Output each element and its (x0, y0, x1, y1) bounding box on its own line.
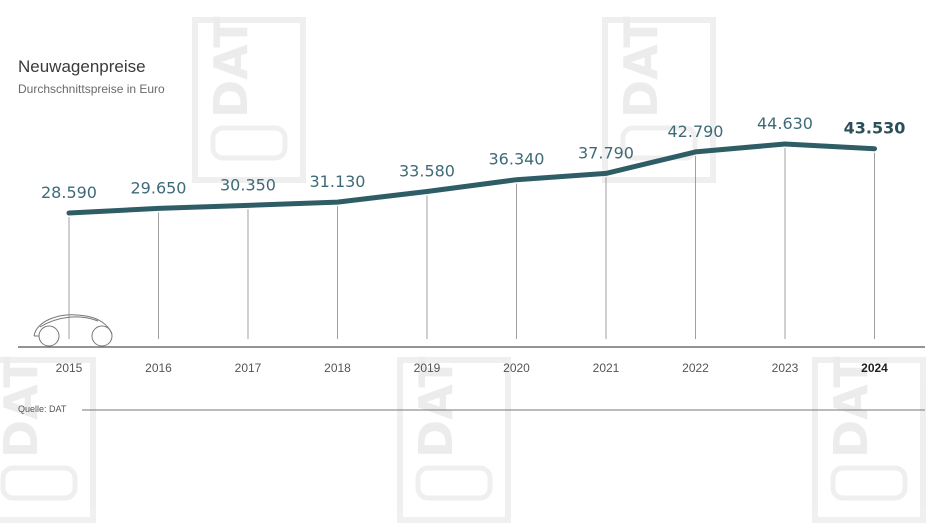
x-tick-2020: 2020 (503, 361, 530, 375)
data-label-2017: 30.350 (220, 175, 276, 194)
source-note: Quelle: DAT (18, 404, 67, 414)
data-label-2022: 42.790 (668, 122, 724, 141)
x-tick-2021: 2021 (593, 361, 620, 375)
data-label-2016: 29.650 (131, 178, 187, 197)
watermark-text: DAT (614, 16, 668, 118)
data-label-2024: 43.530 (844, 119, 906, 138)
x-tick-2022: 2022 (682, 361, 709, 375)
data-label-2019: 33.580 (399, 162, 455, 181)
dat-watermark: DAT (192, 16, 306, 183)
x-tick-2023: 2023 (772, 361, 799, 375)
x-tick-2017: 2017 (235, 361, 262, 375)
watermark-text: DAT (0, 356, 48, 458)
watermark-text: DAT (204, 16, 258, 118)
series-line (66, 141, 877, 216)
x-tick-2016: 2016 (145, 361, 172, 375)
dat-watermark: DAT (0, 356, 96, 523)
x-tick-2019: 2019 (414, 361, 441, 375)
x-tick-2024: 2024 (861, 361, 888, 375)
data-label-2020: 36.340 (489, 150, 545, 169)
x-tick-2015: 2015 (56, 361, 83, 375)
watermark-text: DAT (824, 356, 878, 458)
chart-subtitle: Durchschnittspreise in Euro (18, 82, 165, 96)
data-label-2021: 37.790 (578, 143, 634, 162)
data-label-2018: 31.130 (310, 172, 366, 191)
guide-lines (68, 148, 875, 339)
data-labels: 28.590 29.650 30.350 31.130 33.580 36.340 37.7… (41, 114, 905, 202)
car-icon (33, 314, 113, 347)
x-tick-2018: 2018 (324, 361, 351, 375)
dat-watermark: DAT (602, 16, 716, 183)
x-tick-labels: 2015 2016 2017 2018 2019 2020 2021 2022 2023 2024 (56, 361, 889, 375)
dat-watermark: DAT (812, 356, 926, 523)
data-label-2015: 28.590 (41, 183, 97, 202)
watermark-layer: DAT DAT DAT DAT DAT (0, 16, 926, 523)
watermark-text: DAT (409, 356, 463, 458)
dat-watermark: DAT (397, 356, 511, 523)
data-label-2023: 44.630 (757, 114, 813, 133)
chart-title: Neuwagenpreise (18, 57, 146, 76)
